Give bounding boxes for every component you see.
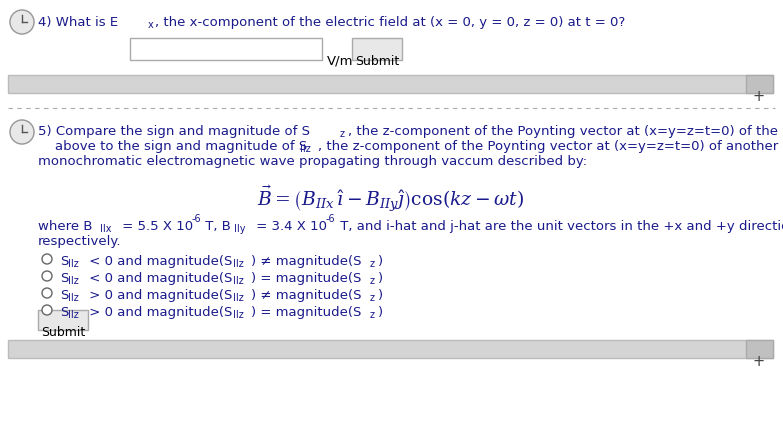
Text: $\vec{B} = \left(B_{IIx}\,\hat{\imath} - B_{IIy}\hat{\jmath}\right)\cos(kz - \om: $\vec{B} = \left(B_{IIx}\,\hat{\imath} -… [258,183,525,214]
Circle shape [10,10,34,34]
Text: , the z-component of the Poynting vector at (x=y=z=t=0) of another plane: , the z-component of the Poynting vector… [318,140,783,153]
Text: S: S [60,255,68,268]
Text: IIz: IIz [68,276,79,286]
Text: ) = magnitude(S: ) = magnitude(S [251,306,362,319]
Text: = 5.5 X 10: = 5.5 X 10 [118,220,193,233]
Text: T, and i-hat and j-hat are the unit vectors in the +x and +y directions,: T, and i-hat and j-hat are the unit vect… [336,220,783,233]
Text: > 0 and magnitude(S: > 0 and magnitude(S [85,306,233,319]
Text: IIz: IIz [68,259,79,269]
Text: > 0 and magnitude(S: > 0 and magnitude(S [85,289,233,302]
Text: ) = magnitude(S: ) = magnitude(S [251,272,362,285]
Text: V/m: V/m [327,55,353,68]
FancyBboxPatch shape [38,310,88,330]
Text: Submit: Submit [355,55,399,68]
Text: z: z [370,276,375,286]
Text: IIz: IIz [233,310,244,320]
Text: 5) Compare the sign and magnitude of S: 5) Compare the sign and magnitude of S [38,125,310,138]
Text: T, B: T, B [201,220,231,233]
FancyBboxPatch shape [8,340,773,358]
Circle shape [42,305,52,315]
Text: S: S [60,289,68,302]
Text: monochromatic electromagnetic wave propagating through vaccum described by:: monochromatic electromagnetic wave propa… [38,155,587,168]
FancyBboxPatch shape [746,75,773,93]
Text: where B: where B [38,220,92,233]
Text: ): ) [378,289,383,302]
Text: ): ) [378,255,383,268]
Text: IIy: IIy [234,224,246,234]
Text: IIz: IIz [68,293,79,303]
Text: Submit: Submit [41,326,85,339]
Text: z: z [370,310,375,320]
Circle shape [10,120,34,144]
FancyBboxPatch shape [352,38,402,60]
Text: = 3.4 X 10: = 3.4 X 10 [252,220,327,233]
Text: z: z [370,293,375,303]
Text: IIz: IIz [233,259,244,269]
Text: +: + [753,354,765,369]
Text: IIz: IIz [300,144,311,154]
Text: ) ≠ magnitude(S: ) ≠ magnitude(S [251,255,362,268]
Text: , the z-component of the Poynting vector at (x=y=z=t=0) of the wave described: , the z-component of the Poynting vector… [348,125,783,138]
Text: IIz: IIz [233,293,244,303]
Text: z: z [340,129,345,139]
Text: -6: -6 [192,214,202,224]
Text: IIx: IIx [100,224,111,234]
Text: x: x [148,20,153,30]
Text: 4) What is E: 4) What is E [38,16,118,29]
Circle shape [42,271,52,281]
Circle shape [42,254,52,264]
Text: S: S [60,306,68,319]
Text: S: S [60,272,68,285]
Text: -6: -6 [326,214,336,224]
Text: ): ) [378,272,383,285]
Text: ): ) [378,306,383,319]
Text: ) ≠ magnitude(S: ) ≠ magnitude(S [251,289,362,302]
FancyBboxPatch shape [746,340,773,358]
FancyBboxPatch shape [8,75,773,93]
Text: < 0 and magnitude(S: < 0 and magnitude(S [85,255,233,268]
Text: z: z [370,259,375,269]
Text: , the x-component of the electric field at (x = 0, y = 0, z = 0) at t = 0?: , the x-component of the electric field … [155,16,626,29]
FancyBboxPatch shape [130,38,322,60]
Text: respectively.: respectively. [38,235,121,248]
Text: < 0 and magnitude(S: < 0 and magnitude(S [85,272,233,285]
Text: IIz: IIz [233,276,244,286]
Text: above to the sign and magnitude of S: above to the sign and magnitude of S [55,140,307,153]
Text: +: + [753,89,765,104]
Circle shape [42,288,52,298]
Text: IIz: IIz [68,310,79,320]
